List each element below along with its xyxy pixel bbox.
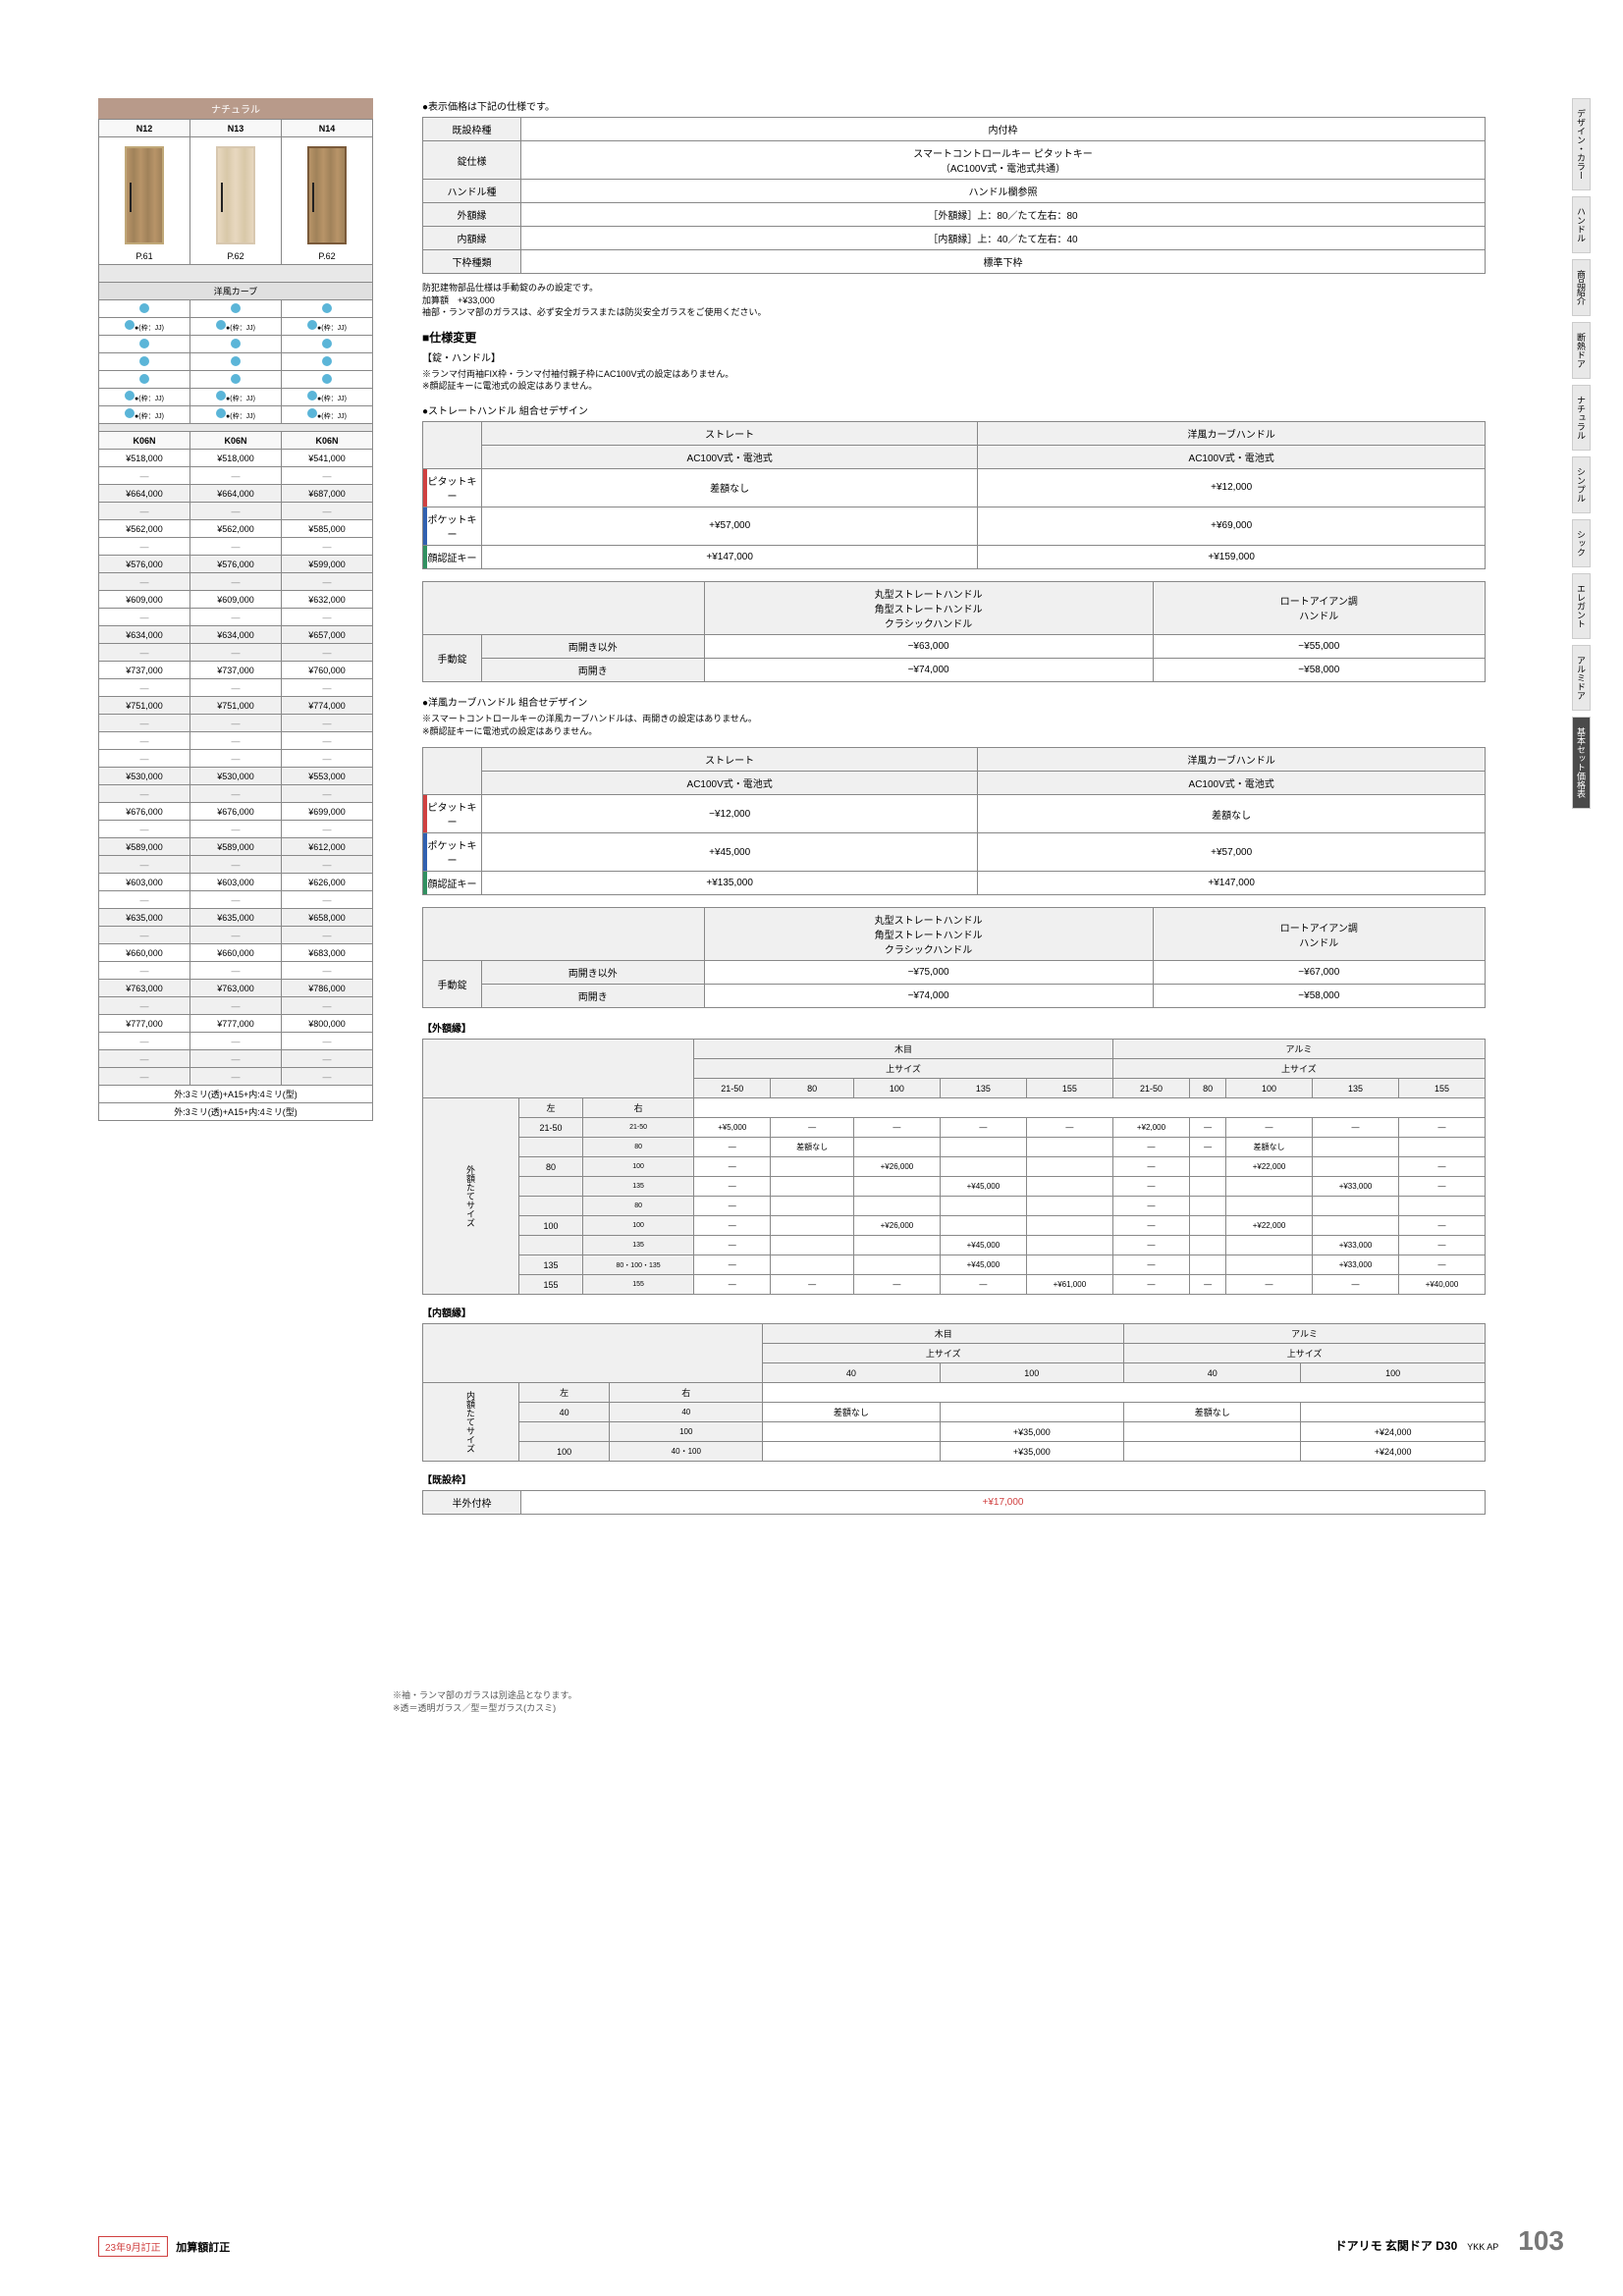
revision-badge: 23年9月訂正 [98, 2236, 168, 2257]
glass-spec-1: 外:3ミリ(透)+A15+内:4ミリ(型) [99, 1086, 373, 1103]
exist-table: 半外付枠+¥17,000 [422, 1490, 1486, 1515]
footer: 23年9月訂正 加算額訂正 ドアリモ 玄関ドア D30 YKK AP 103 [98, 2225, 1564, 2257]
tab-0[interactable]: デザイン・カラー [1572, 98, 1591, 190]
door-image-n14 [307, 146, 347, 244]
handle-table-1: ストレート洋風カーブハンドル AC100V式・電池式AC100V式・電池式 ピタ… [422, 421, 1486, 569]
spec-note: ●表示価格は下記の仕様です。 [422, 98, 1486, 113]
col-n14: N14 [282, 120, 373, 137]
left-column: ナチュラル N12 N13 N14 P.61 P.62 P.62 洋風カーブ ●… [98, 98, 373, 1515]
revision-text: 加算額訂正 [176, 2242, 230, 2254]
tab-5[interactable]: シンプル [1572, 456, 1591, 513]
tab-6[interactable]: シック [1572, 519, 1591, 567]
spec-table: 既設枠種内付枠錠仕様スマートコントロールキー ピタットキー（AC100V式・電池… [422, 117, 1486, 274]
exist-title: 【既設枠】 [422, 1471, 1486, 1486]
glass-spec-2: 外:3ミリ(透)+A15+内:4ミリ(型) [99, 1103, 373, 1121]
lock-notes: ※ランマ付両袖FIX枠・ランマ付袖付親子枠にAC100V式の設定はありません。※… [422, 368, 1486, 393]
col-n13: N13 [190, 120, 282, 137]
curve-title: ●洋風カーブハンドル 組合せデザイン [422, 694, 1486, 709]
tab-1[interactable]: ハンドル [1572, 196, 1591, 253]
lock-handle-title: 【錠・ハンドル】 [422, 349, 1486, 364]
col-n12: N12 [99, 120, 190, 137]
door-table: N12 N13 N14 P.61 P.62 P.62 洋風カーブ ●(枠：JJ)… [98, 119, 373, 1121]
outer-frame-title: 【外額縁】 [422, 1020, 1486, 1035]
door-image-n12 [125, 146, 164, 244]
manual-table-1: 丸型ストレートハンドル角型ストレートハンドルクラシックハンドルロートアイアン調ハ… [422, 581, 1486, 682]
tab-8[interactable]: アルミドア [1572, 645, 1591, 711]
straight-title: ●ストレートハンドル 組合せデザイン [422, 402, 1486, 417]
tab-3[interactable]: 断熱ドア [1572, 322, 1591, 379]
curve-header: 洋風カーブ [99, 283, 373, 300]
page-number: 103 [1518, 2225, 1564, 2257]
inner-frame-table: 木目アルミ上サイズ上サイズ4010040100内額たてサイズ左右4040差額なし… [422, 1323, 1486, 1462]
tab-7[interactable]: エレガント [1572, 573, 1591, 639]
manual-table-2: 丸型ストレートハンドル角型ストレートハンドルクラシックハンドルロートアイアン調ハ… [422, 907, 1486, 1008]
tab-9[interactable]: 基本セット価格表 [1572, 717, 1591, 809]
door-image-n13 [216, 146, 255, 244]
spec-footnote: 防犯建物部品仕様は手動錠のみの設定です。加算額 +¥33,000袖部・ランマ部の… [422, 282, 1486, 319]
change-title: ■仕様変更 [422, 329, 1486, 346]
side-tabs: デザイン・カラーハンドル商品紹介断熱ドアナチュラルシンプルシックエレガントアルミ… [1572, 98, 1594, 815]
handle-table-2: ストレート洋風カーブハンドル AC100V式・電池式AC100V式・電池式 ピタ… [422, 747, 1486, 895]
inner-frame-title: 【内額縁】 [422, 1305, 1486, 1319]
right-column: ●表示価格は下記の仕様です。 既設枠種内付枠錠仕様スマートコントロールキー ピタ… [422, 98, 1564, 1515]
dot-icon [139, 303, 149, 313]
curve-notes: ※スマートコントロールキーの洋風カーブハンドルは、両開きの設定はありません。※顔… [422, 713, 1486, 737]
tab-4[interactable]: ナチュラル [1572, 385, 1591, 451]
natural-header: ナチュラル [98, 98, 373, 119]
tab-2[interactable]: 商品紹介 [1572, 259, 1591, 316]
outer-frame-table: 木目アルミ上サイズ上サイズ21-508010013515521-50801001… [422, 1039, 1486, 1295]
footer-title: ドアリモ 玄関ドア D30 [1335, 2237, 1458, 2254]
brand: YKK AP [1467, 2242, 1498, 2252]
glass-notes: ※袖・ランマ部のガラスは別途品となります。※透＝透明ガラス／型＝型ガラス(カスミ… [393, 1688, 628, 1714]
